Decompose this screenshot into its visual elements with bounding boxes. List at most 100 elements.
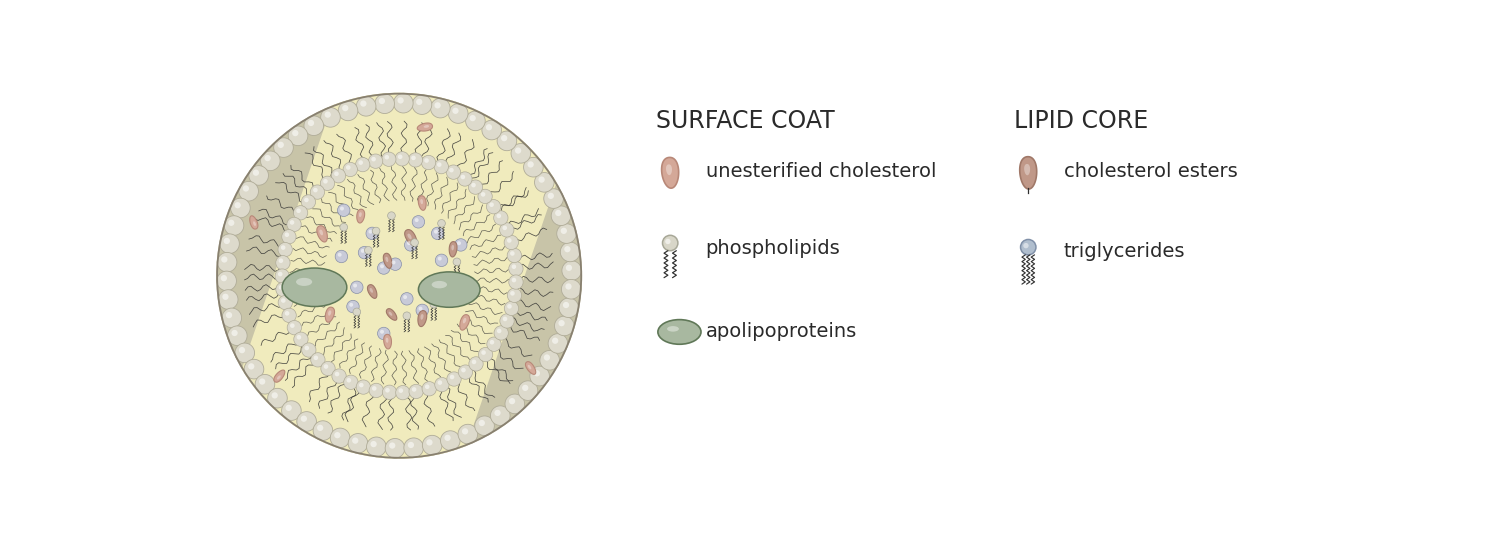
- Circle shape: [487, 337, 501, 352]
- PathPatch shape: [384, 253, 391, 268]
- Circle shape: [458, 424, 478, 444]
- Circle shape: [548, 334, 568, 353]
- Circle shape: [284, 233, 289, 237]
- Circle shape: [240, 347, 246, 353]
- Circle shape: [310, 185, 324, 199]
- Circle shape: [400, 293, 414, 305]
- Circle shape: [461, 175, 466, 179]
- Circle shape: [509, 398, 515, 404]
- Ellipse shape: [667, 326, 679, 331]
- Circle shape: [338, 204, 350, 217]
- Circle shape: [394, 152, 409, 166]
- Circle shape: [509, 262, 524, 276]
- PathPatch shape: [277, 375, 281, 379]
- PathPatch shape: [368, 284, 376, 298]
- Ellipse shape: [658, 319, 701, 345]
- Circle shape: [397, 155, 402, 159]
- Circle shape: [503, 225, 507, 230]
- PathPatch shape: [424, 125, 429, 128]
- Circle shape: [469, 357, 484, 371]
- Circle shape: [228, 219, 235, 226]
- Circle shape: [281, 245, 286, 250]
- Circle shape: [548, 193, 554, 199]
- Circle shape: [353, 437, 359, 444]
- Circle shape: [275, 269, 289, 283]
- Circle shape: [411, 239, 418, 246]
- Circle shape: [375, 94, 394, 114]
- PathPatch shape: [1024, 164, 1030, 175]
- Circle shape: [268, 388, 287, 408]
- Circle shape: [312, 421, 333, 441]
- Circle shape: [561, 242, 580, 262]
- Circle shape: [281, 308, 296, 323]
- Circle shape: [482, 120, 501, 140]
- Circle shape: [551, 206, 571, 225]
- Circle shape: [494, 211, 507, 225]
- Circle shape: [555, 316, 574, 336]
- Circle shape: [278, 142, 284, 148]
- Circle shape: [293, 206, 308, 220]
- Circle shape: [231, 198, 250, 218]
- Circle shape: [226, 312, 232, 318]
- Ellipse shape: [432, 281, 446, 288]
- Circle shape: [290, 323, 295, 328]
- Circle shape: [445, 435, 451, 441]
- Circle shape: [507, 288, 522, 302]
- Circle shape: [321, 361, 335, 376]
- Circle shape: [434, 230, 437, 234]
- Circle shape: [417, 304, 429, 317]
- Circle shape: [665, 239, 671, 244]
- Circle shape: [454, 239, 467, 251]
- Circle shape: [339, 223, 348, 231]
- Circle shape: [472, 360, 476, 364]
- Circle shape: [359, 383, 363, 387]
- Circle shape: [458, 365, 473, 379]
- Circle shape: [385, 438, 405, 458]
- Circle shape: [260, 151, 280, 171]
- Circle shape: [466, 111, 485, 130]
- Text: SURFACE COAT: SURFACE COAT: [656, 109, 835, 133]
- Circle shape: [220, 234, 240, 253]
- Circle shape: [434, 159, 448, 174]
- Circle shape: [403, 438, 424, 458]
- Circle shape: [369, 383, 384, 397]
- Circle shape: [356, 157, 371, 172]
- Circle shape: [501, 135, 507, 141]
- Circle shape: [216, 93, 582, 459]
- Ellipse shape: [418, 272, 481, 307]
- Circle shape: [399, 388, 403, 393]
- Circle shape: [278, 242, 292, 257]
- PathPatch shape: [436, 284, 448, 299]
- Circle shape: [272, 392, 278, 399]
- Circle shape: [552, 337, 558, 344]
- Circle shape: [396, 385, 411, 400]
- Circle shape: [446, 372, 461, 386]
- Circle shape: [485, 124, 493, 130]
- Circle shape: [412, 95, 432, 115]
- Circle shape: [469, 180, 482, 194]
- Circle shape: [434, 377, 449, 392]
- Circle shape: [371, 441, 376, 447]
- Circle shape: [491, 406, 510, 425]
- Circle shape: [388, 258, 402, 270]
- PathPatch shape: [369, 288, 373, 293]
- Circle shape: [248, 165, 268, 185]
- Circle shape: [1024, 243, 1028, 248]
- Circle shape: [281, 401, 301, 420]
- Circle shape: [405, 239, 417, 251]
- Circle shape: [379, 330, 384, 334]
- PathPatch shape: [326, 307, 335, 322]
- Circle shape: [342, 105, 348, 111]
- Circle shape: [384, 155, 388, 159]
- Circle shape: [338, 101, 357, 121]
- PathPatch shape: [418, 196, 426, 210]
- Circle shape: [360, 100, 366, 106]
- Circle shape: [356, 380, 371, 394]
- Circle shape: [500, 223, 513, 237]
- Circle shape: [412, 387, 417, 391]
- Circle shape: [324, 111, 330, 118]
- Circle shape: [564, 246, 570, 252]
- Circle shape: [534, 173, 554, 192]
- Circle shape: [292, 130, 299, 136]
- Circle shape: [403, 295, 408, 299]
